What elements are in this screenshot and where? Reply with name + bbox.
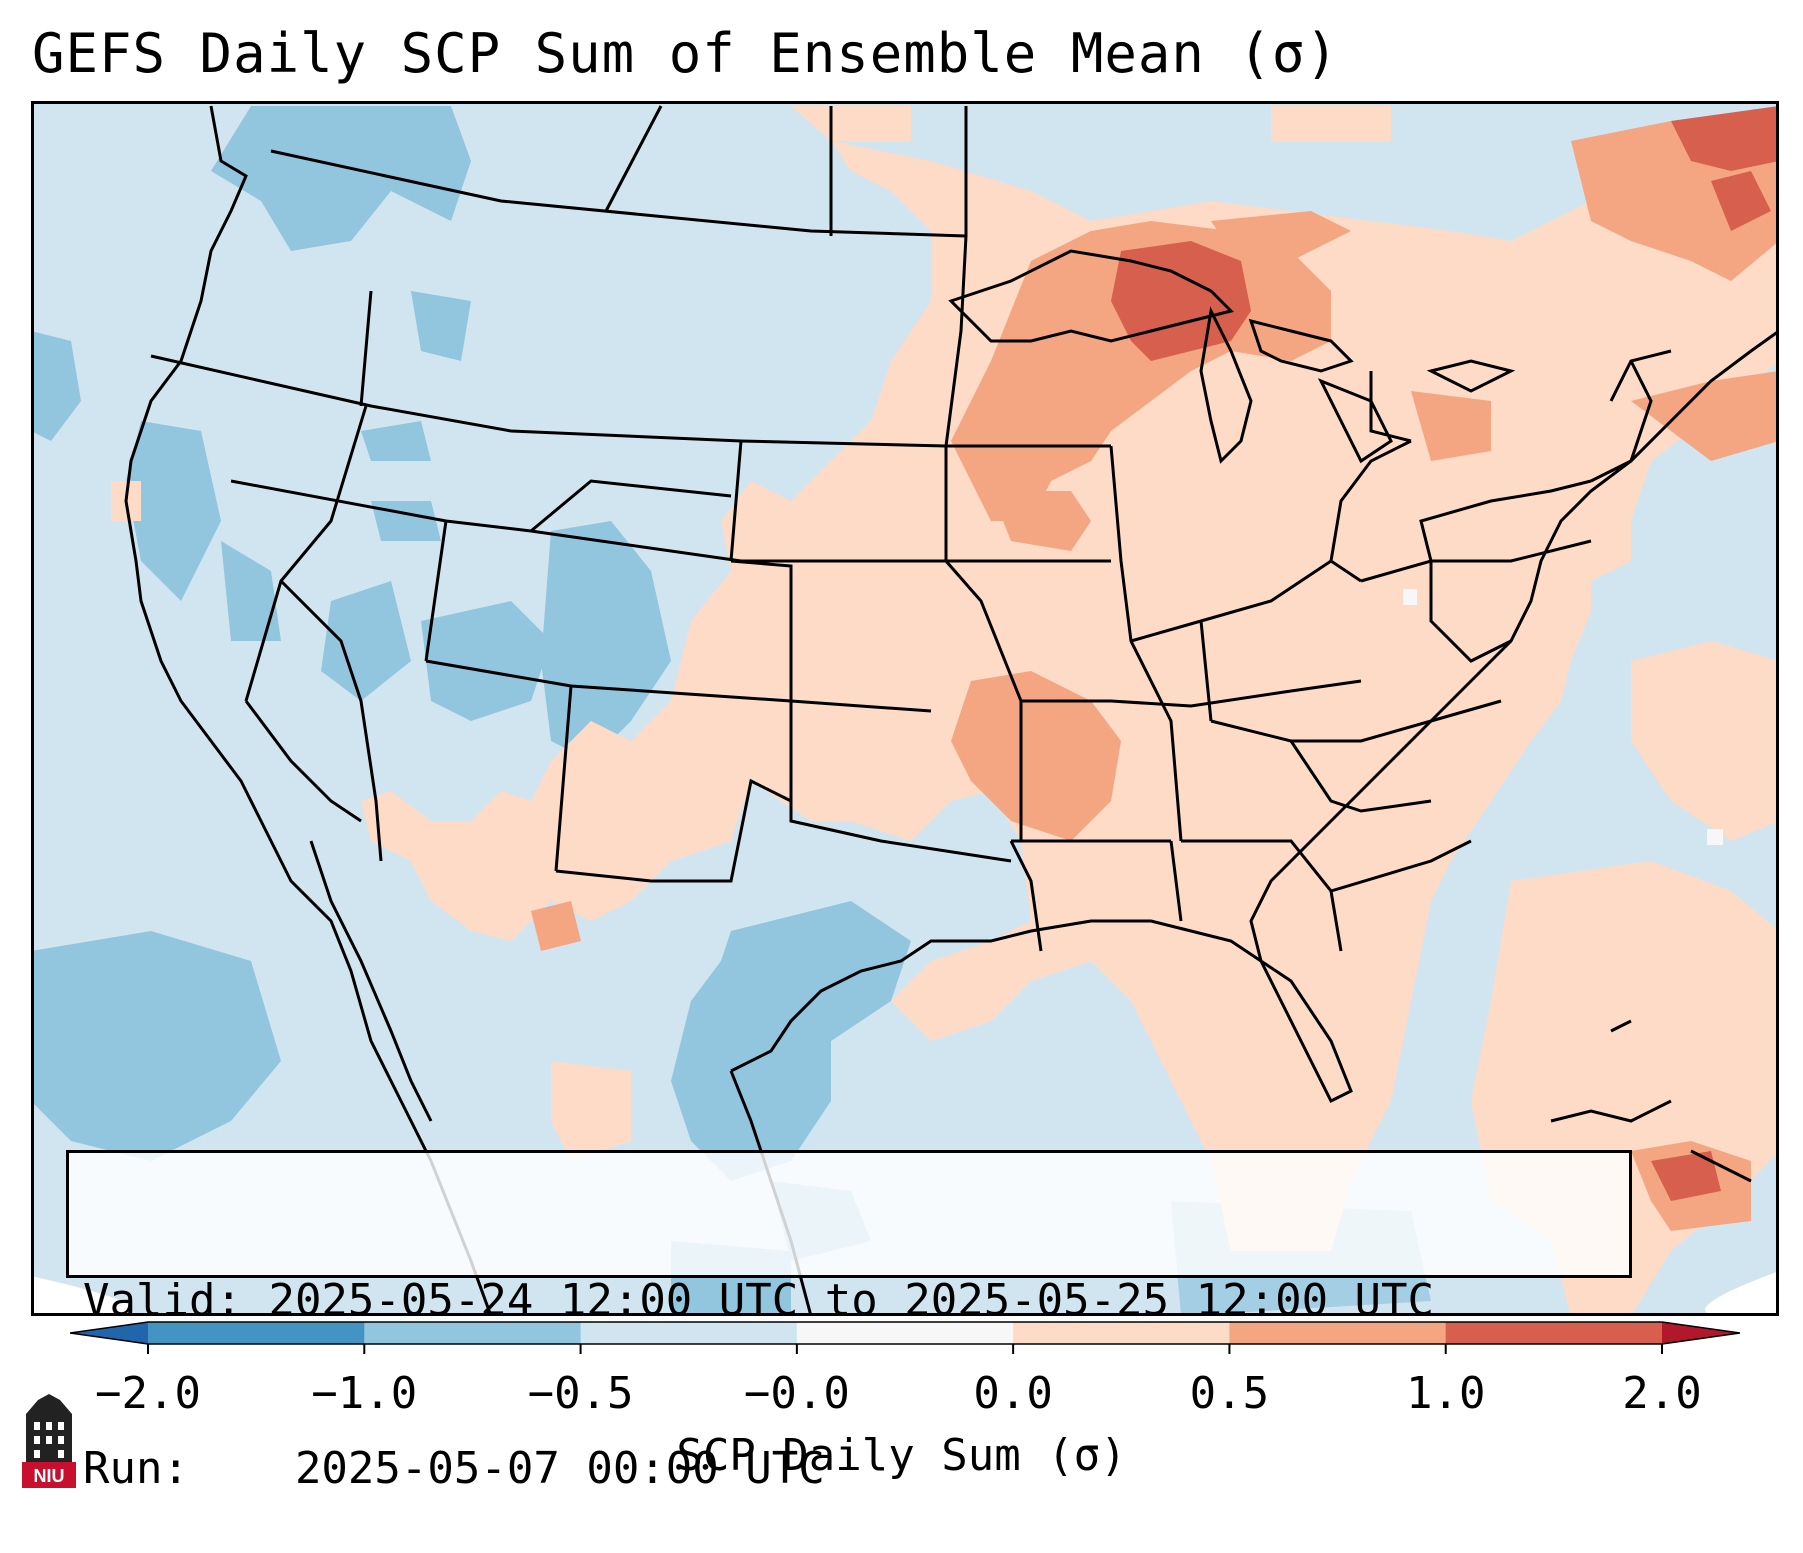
coastline bbox=[124, 105, 493, 1316]
map-panel[interactable] bbox=[31, 101, 1779, 1316]
colorbar-bin bbox=[1445, 1322, 1663, 1344]
valid-run-infobox: Valid: 2025-05-24 12:00 UTC to 2025-05-2… bbox=[66, 1150, 1632, 1494]
colorbar-tick-label: 2.0 bbox=[1622, 1368, 1702, 1419]
colorbar-bin bbox=[1229, 1322, 1447, 1344]
colorbar-tick-label: 1.0 bbox=[1405, 1368, 1486, 1419]
projection-edge bbox=[31, 1276, 131, 1316]
colorbar-tick-label: 0.0 bbox=[973, 1368, 1053, 1419]
map-frame bbox=[31, 101, 1779, 1316]
logo-text: NIU bbox=[34, 1466, 65, 1486]
colorbar-tick-label: −1.0 bbox=[311, 1368, 418, 1419]
colorbar-under-extension bbox=[70, 1322, 148, 1344]
caribbean-islands bbox=[1550, 1019, 1752, 1183]
colorbar-tick-label: −0.5 bbox=[527, 1368, 634, 1419]
colorbar-over-extension bbox=[1662, 1322, 1740, 1344]
colorbar-bin bbox=[148, 1322, 365, 1344]
valid-value: 2025-05-24 12:00 UTC to 2025-05-25 12:00… bbox=[268, 1275, 1435, 1326]
page-title: GEFS Daily SCP Sum of Ensemble Mean (σ) bbox=[32, 22, 1339, 85]
great-lakes bbox=[948, 249, 1516, 464]
run-line: Run: 2025-05-07 00:00 UTC bbox=[83, 1441, 1615, 1497]
state-borders bbox=[150, 105, 1672, 952]
projection-edge bbox=[1705, 1271, 1779, 1316]
colorbar-bin bbox=[580, 1322, 798, 1344]
run-label: Run: bbox=[83, 1443, 189, 1494]
niu-logo: NIU bbox=[22, 1394, 76, 1488]
neutral-cell bbox=[1707, 829, 1723, 845]
colorbar-tick-label: −2.0 bbox=[95, 1368, 201, 1419]
neutral-cell bbox=[1403, 589, 1417, 605]
negative-anomaly-region bbox=[31, 106, 1431, 1316]
valid-label: Valid: bbox=[83, 1275, 242, 1326]
colorbar-bin bbox=[364, 1322, 582, 1344]
colorbar-tick-label: −0.0 bbox=[743, 1368, 850, 1419]
colorbar-tick-label: 0.5 bbox=[1189, 1368, 1270, 1419]
valid-line: Valid: 2025-05-24 12:00 UTC to 2025-05-2… bbox=[83, 1273, 1615, 1329]
colorbar bbox=[70, 1321, 1740, 1354]
colorbar-bin bbox=[1013, 1322, 1230, 1344]
colorbar-label: SCP Daily Sum (σ) bbox=[676, 1430, 1127, 1481]
gulf-coastline bbox=[730, 329, 1779, 1104]
colorbar-bin bbox=[796, 1322, 1014, 1344]
run-value: 2025-05-07 00:00 UTC bbox=[294, 1443, 825, 1494]
baja-coast bbox=[309, 840, 433, 1122]
